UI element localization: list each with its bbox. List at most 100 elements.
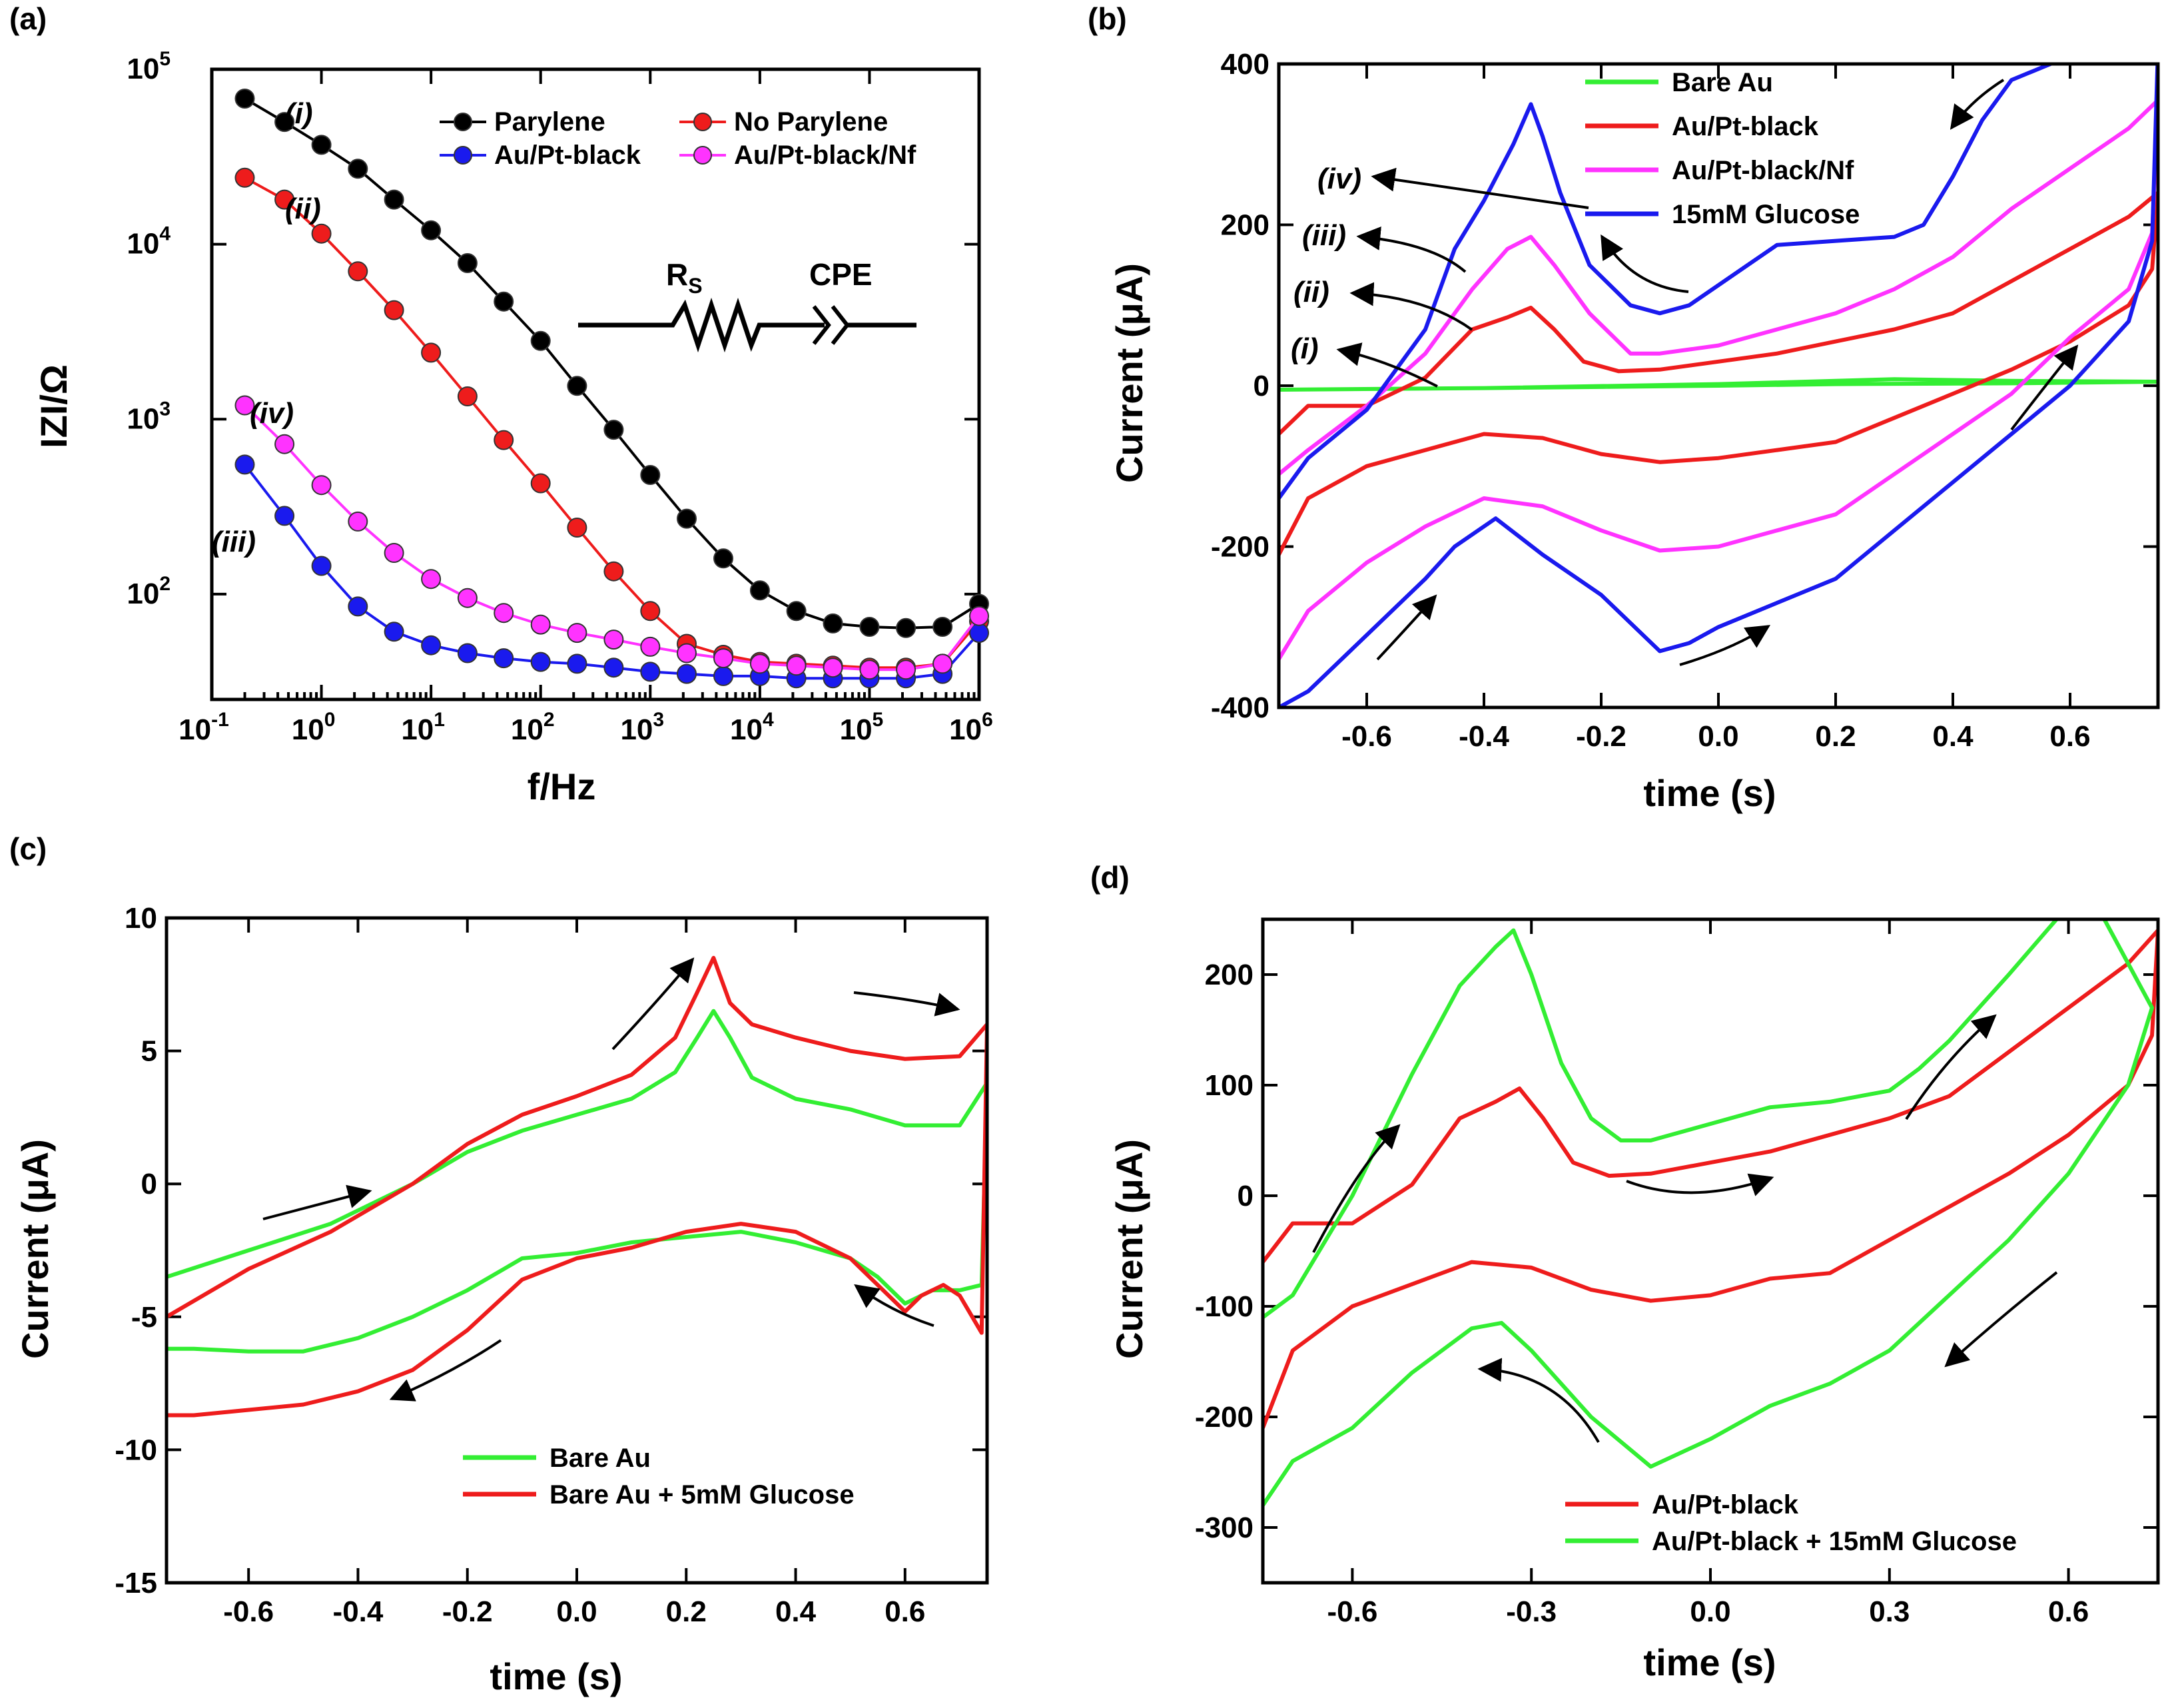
panel-d-x-tick-label: -0.6 <box>1327 1595 1377 1628</box>
panel-d-arrows <box>1312 1014 2058 1443</box>
tick-base: 10 <box>127 402 159 435</box>
resistor-symbol <box>578 297 825 353</box>
scan-arrow-b-1 <box>1601 234 1689 293</box>
panel-a-x-tick-label: 10-1 <box>179 709 229 746</box>
panel-a-point-au-pt-black-nf <box>457 588 478 608</box>
annot-b-ii-arrow <box>1349 282 1473 331</box>
rs-label: RS <box>666 257 703 298</box>
panel-a-point-no-parylene <box>494 430 514 450</box>
panel-b-y-tick-label: 0 <box>1254 370 1269 402</box>
panel-b-x-tick-label: 0.4 <box>1932 720 1974 753</box>
panel-c-y-tick-label: 5 <box>141 1035 157 1068</box>
scan-arrow-b-4 <box>1679 625 1771 666</box>
panel-a-point-no-parylene <box>234 167 255 188</box>
tick-exponent: 0 <box>324 709 336 731</box>
panel-a-legend-label: Parylene <box>494 107 605 137</box>
panel-a-point-parylene <box>348 159 368 179</box>
panel-a-x-tick-label: 103 <box>620 709 664 746</box>
panel-a-point-au-pt-black <box>274 506 295 526</box>
panel-d-x-tick-label: 0.6 <box>2048 1595 2089 1628</box>
annot-b-iv: (iv) <box>1317 163 1361 195</box>
panel-b-y-tick-label: -200 <box>1211 531 1269 564</box>
tick-base: 10 <box>401 713 434 746</box>
panel-d-label: (d) <box>1090 860 1130 895</box>
panel-a-point-no-parylene <box>457 386 478 406</box>
panel-a-y-tick-label: 104 <box>127 223 171 260</box>
scan-arrow-c-5 <box>389 1339 502 1402</box>
tick-base: 10 <box>127 578 159 610</box>
panel-a-x-tick-label: 102 <box>511 709 555 746</box>
panel-c-y-tick-label: 0 <box>141 1168 157 1200</box>
tick-exponent: 5 <box>873 709 884 731</box>
annot-b-iii: (iii) <box>1302 219 1346 252</box>
cpe-label: CPE <box>809 257 873 292</box>
panel-b-series-15mm-glucose <box>1279 64 2158 707</box>
panel-d-plot-area <box>1263 919 2158 1507</box>
scan-arrow-c-1 <box>262 1184 372 1220</box>
panel-b-legend-label: Bare Au <box>1672 68 1773 97</box>
panel-c-x-tick-label: 0.2 <box>666 1595 707 1628</box>
panel-c-ylabel: Current (μA) <box>14 1139 56 1359</box>
panel-a-point-au-pt-black <box>457 643 478 663</box>
scan-arrow-d-2 <box>1626 1173 1774 1196</box>
panel-c-xlabel: time (s) <box>490 1655 622 1697</box>
panel-b-label: (b) <box>1088 1 1127 36</box>
panel-b-x-tick-label: 0.2 <box>1815 720 1856 753</box>
panel-a-point-parylene <box>603 420 624 440</box>
panel-a-point-parylene <box>567 376 587 396</box>
panel-a-point-parylene <box>859 617 880 637</box>
panel-a-point-au-pt-black-nf <box>713 648 733 669</box>
panel-a-point-au-pt-black-nf <box>786 655 807 676</box>
panel-a-point-au-pt-black-nf <box>932 653 953 674</box>
panel-a-y-tick-label: 105 <box>127 48 171 85</box>
panel-a-point-au-pt-black-nf <box>384 543 404 563</box>
panel-b-ylabel: Current (μA) <box>1108 263 1150 483</box>
scan-arrow-c-3 <box>853 991 960 1017</box>
panel-a-point-au-pt-black-nf <box>311 475 332 496</box>
annot-b-iii-arrow <box>1356 226 1467 273</box>
annot-a-iv: (iv) <box>250 397 294 430</box>
panel-c-label: (c) <box>9 831 47 866</box>
panel-a-point-au-pt-black <box>567 653 587 674</box>
panel-a-point-parylene <box>896 618 916 638</box>
panel-a-point-au-pt-black <box>348 596 368 617</box>
panel-a-legend-marker <box>693 113 712 131</box>
panel-d-legend-label: Au/Pt-black + 15mM Glucose <box>1652 1527 2017 1556</box>
panel-d-frame <box>1261 917 2160 1585</box>
panel-a-point-parylene <box>786 601 807 622</box>
panel-d-series-au-pt-black <box>1263 928 2158 1429</box>
panel-c-legend-label: Bare Au + 5mM Glucose <box>549 1480 855 1509</box>
tick-exponent: 4 <box>159 223 171 245</box>
panel-a-point-no-parylene <box>348 261 368 282</box>
scan-arrow-d-4 <box>1944 1271 2058 1368</box>
panel-a-point-no-parylene <box>530 473 551 494</box>
tick-exponent: 2 <box>543 709 555 731</box>
annot-a-ii: (ii) <box>285 193 321 225</box>
panel-a-point-au-pt-black-nf <box>274 434 295 454</box>
panel-d-series-au-pt-black-15mm-glucose <box>1263 919 2154 1507</box>
panel-a-point-au-pt-black-nf <box>859 659 880 680</box>
panel-a-chart: 10-1 100 101 102 103 104 105 106102103104105Par… <box>127 48 992 746</box>
panel-b-legend-label: 15mM Glucose <box>1672 200 1860 229</box>
panel-d-y-tick-label: -100 <box>1195 1290 1254 1323</box>
panel-a-point-parylene <box>932 617 953 637</box>
panel-d-x-tick-label: 0.0 <box>1690 1595 1730 1628</box>
annot-b-iv-arrow <box>1371 167 1589 209</box>
panel-d-xlabel: time (s) <box>1643 1641 1776 1683</box>
tick-base: 10 <box>511 713 543 746</box>
scan-arrow-b-2 <box>1950 79 2005 130</box>
panel-a-legend-label: Au/Pt-black/Nf <box>734 141 916 170</box>
panel-b-x-tick-label: 0.6 <box>2049 720 2090 753</box>
panel-c-y-tick-label: -15 <box>115 1567 157 1599</box>
panel-a-point-no-parylene <box>640 601 661 622</box>
panel-d-y-tick-label: 100 <box>1205 1069 1254 1102</box>
panel-d-x-tick-label: -0.3 <box>1506 1595 1557 1628</box>
panel-a-point-au-pt-black-nf <box>234 395 255 416</box>
annot-b-i: (i) <box>1291 332 1319 365</box>
panel-a-point-parylene <box>311 135 332 155</box>
tick-base: 10 <box>179 713 211 746</box>
panel-b-legend-label: Au/Pt-black <box>1672 112 1819 141</box>
rs-subscript: S <box>688 274 702 298</box>
panel-a-point-no-parylene <box>384 300 404 320</box>
